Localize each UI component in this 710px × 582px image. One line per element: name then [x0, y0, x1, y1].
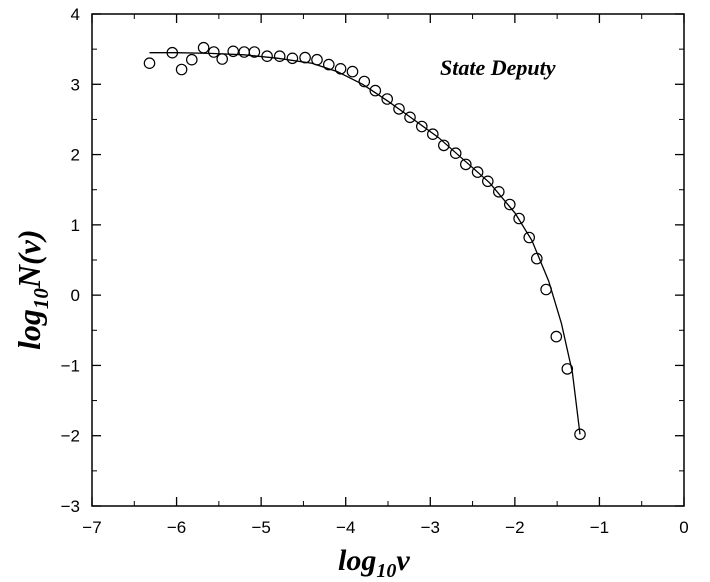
data-point [574, 428, 586, 441]
data-points [143, 41, 586, 441]
y-tick-label: −1 [61, 356, 80, 375]
data-point [415, 120, 428, 133]
data-point [358, 75, 371, 88]
x-axis-title-subscript: 10 [376, 560, 396, 582]
data-point [550, 330, 563, 343]
y-tick-label: 3 [71, 75, 80, 94]
data-point [208, 46, 220, 58]
data-point [227, 45, 239, 58]
x-tick-label: −3 [421, 518, 440, 537]
data-point [381, 93, 393, 105]
y-axis-title-variable: N(v) [11, 229, 47, 289]
data-point [530, 252, 543, 265]
data-point [238, 46, 250, 58]
x-tick-label: −5 [251, 518, 270, 537]
data-point [311, 53, 323, 66]
x-tick-label: −4 [336, 518, 355, 537]
data-point [248, 46, 261, 58]
data-point [503, 198, 516, 211]
data-point [197, 41, 210, 54]
data-point [369, 84, 382, 97]
x-axis-title: log10v [338, 544, 410, 582]
y-tick-label: 2 [71, 146, 80, 165]
x-tick-label: −1 [590, 518, 609, 537]
data-point [523, 231, 535, 244]
y-tick-label: 4 [71, 5, 80, 24]
y-tick-label: 0 [71, 286, 80, 305]
data-point [471, 166, 484, 178]
data-point [561, 363, 574, 375]
data-point [437, 139, 450, 152]
data-point [261, 50, 273, 62]
y-axis-title-subscript: 10 [29, 288, 53, 310]
y-tick-label: −2 [61, 427, 80, 446]
data-point [492, 186, 505, 198]
data-point [166, 46, 179, 59]
data-point [334, 63, 347, 75]
data-point [273, 50, 286, 62]
x-tick-label: −7 [82, 518, 101, 537]
x-tick-label: 0 [679, 518, 688, 537]
data-point [513, 212, 525, 225]
data-point [426, 128, 439, 140]
data-point [346, 65, 359, 78]
data-point [299, 51, 311, 64]
data-point [481, 175, 494, 188]
y-axis-title: log10N(v) [11, 229, 53, 350]
data-point [143, 57, 156, 69]
data-point [175, 63, 188, 76]
data-point [393, 103, 405, 115]
data-point [186, 53, 198, 66]
data-point [449, 147, 462, 159]
x-axis-title-variable: v [396, 544, 410, 577]
y-tick-label: 1 [71, 216, 80, 235]
data-point [459, 158, 472, 171]
data-point [540, 283, 552, 296]
y-tick-label: −3 [61, 497, 80, 516]
axis-ticks [91, 13, 685, 507]
axis-tick-labels: −7 −6 −5 −4 −3 −2 −1 0 −3 −2 −1 0 1 2 3 4 [61, 5, 689, 537]
data-point [404, 111, 416, 124]
x-tick-label: −6 [167, 518, 186, 537]
data-point [216, 53, 228, 65]
plot-frame [91, 13, 685, 507]
y-axis-title-base: log [11, 309, 47, 350]
x-axis-title-base: log [338, 544, 376, 577]
x-tick-label: −2 [505, 518, 524, 537]
data-point [322, 58, 335, 71]
chart-annotation: State Deputy [440, 55, 556, 80]
data-point [286, 52, 299, 65]
fit-curve [149, 52, 581, 435]
